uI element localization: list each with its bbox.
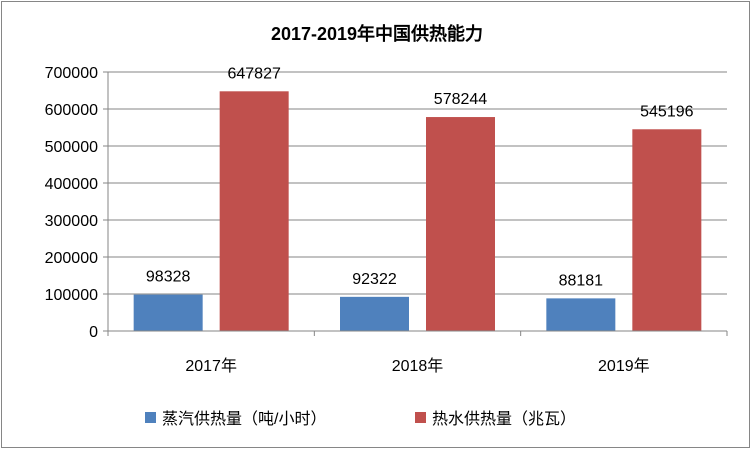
data-label: 647827	[227, 65, 280, 82]
chart-title: 2017-2019年中国供热能力	[271, 23, 483, 44]
y-tick-label: 0	[89, 324, 98, 341]
bar-steam	[546, 298, 616, 331]
legend-label: 热水供热量（兆瓦）	[432, 410, 576, 428]
bar-hot-water	[426, 117, 495, 332]
legend-swatch	[415, 412, 426, 423]
bar-steam	[133, 294, 203, 331]
x-tick-label: 2018年	[392, 357, 444, 375]
y-tick-label: 100000	[45, 287, 98, 304]
data-label: 88181	[559, 272, 604, 289]
data-label: 578244	[434, 91, 487, 108]
y-tick-label: 300000	[45, 213, 98, 230]
legend-swatch	[145, 412, 156, 423]
x-axis: 2017年 2018年 2019年	[107, 330, 728, 375]
y-tick-label: 700000	[45, 65, 98, 82]
legend-label: 蒸汽供热量（吨/小时）	[162, 410, 326, 428]
y-axis: 0 100000 200000 300000 400000 500000 600000 700…	[45, 65, 109, 341]
legend: 蒸汽供热量（吨/小时） 热水供热量（兆瓦）	[145, 410, 576, 428]
bar-hot-water	[219, 91, 289, 331]
y-tick-label: 200000	[45, 250, 98, 267]
y-tick-label: 500000	[45, 139, 98, 156]
x-tick-label: 2019年	[598, 357, 650, 375]
x-tick-label: 2017年	[185, 357, 237, 375]
y-tick-label: 400000	[45, 176, 98, 193]
bars: 98328 647827 92322 578244 88181 545196	[133, 65, 702, 332]
data-label: 545196	[640, 103, 693, 120]
data-label: 98328	[146, 269, 191, 286]
bar-steam	[340, 296, 409, 331]
gridlines	[108, 71, 727, 295]
data-label: 92322	[352, 271, 397, 288]
y-tick-label: 600000	[45, 102, 98, 119]
bar-hot-water	[632, 129, 702, 331]
